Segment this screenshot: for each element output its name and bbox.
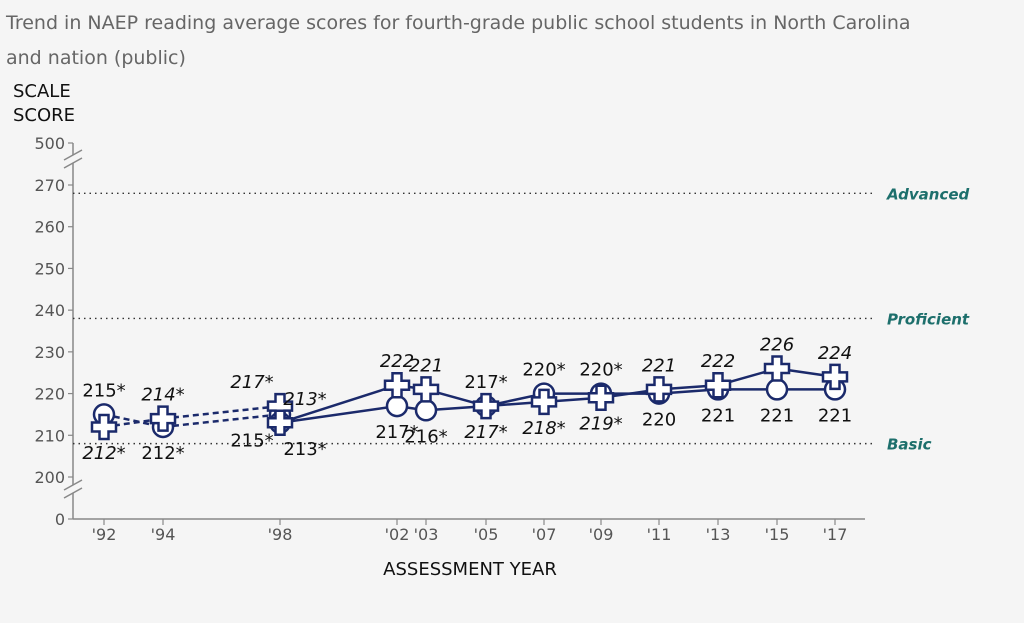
plus-point	[90, 413, 118, 441]
data-label: 226	[760, 335, 794, 356]
data-label: 220*	[579, 360, 622, 381]
x-tick-label: '09	[589, 525, 614, 544]
data-label: 217*	[230, 372, 273, 393]
data-label: 219*	[579, 414, 622, 435]
y-tick-label: 500	[34, 134, 65, 153]
data-label: 217*	[375, 422, 418, 443]
axis-break-mark	[63, 149, 83, 161]
data-label: 220	[642, 410, 676, 431]
x-tick-label: '98	[268, 525, 293, 544]
series-circle-segment	[162, 413, 281, 429]
circle-point	[414, 399, 438, 422]
plus-point	[412, 376, 440, 403]
chart-title-line1: Trend in NAEP reading average scores for…	[5, 12, 911, 34]
plus-point	[266, 409, 294, 437]
series-circle-segment	[279, 404, 398, 425]
plus-point	[149, 405, 177, 432]
x-tick-label: '94	[151, 525, 176, 544]
plus-point	[383, 371, 411, 399]
data-label: 215*	[230, 430, 273, 451]
data-label: 222	[701, 351, 735, 372]
circle-point	[385, 394, 409, 418]
achievement-level-label: Proficient	[887, 310, 970, 328]
data-label: 220*	[522, 360, 565, 381]
data-label: 212*	[82, 443, 125, 464]
data-label: 216*	[404, 426, 447, 447]
data-label: 212*	[141, 443, 184, 464]
y-tick-label: 270	[34, 176, 65, 195]
plus-point	[821, 363, 849, 391]
series-plus-segment	[279, 384, 398, 424]
y-tick-label: 240	[34, 301, 65, 320]
data-label: 221	[642, 355, 676, 376]
x-tick-label: '17	[823, 525, 848, 544]
series-plus-segment	[162, 404, 281, 420]
y-tick-label: 200	[34, 468, 65, 487]
plus-point	[587, 384, 615, 411]
achievement-level-label: Basic	[887, 436, 932, 454]
axis-break-mark	[63, 487, 83, 499]
x-tick-label: '13	[706, 525, 731, 544]
achievement-level-label: Advanced	[886, 185, 970, 203]
x-tick-label: '03	[414, 525, 439, 544]
y-axis-label-line2: SCORE	[13, 105, 75, 126]
data-label: 221	[818, 405, 852, 426]
data-label: 221	[409, 355, 443, 376]
y-axis-label-line1: SCALE	[13, 81, 71, 102]
axis-break-mark	[63, 479, 83, 491]
x-tick-label: '02	[385, 525, 410, 544]
y-tick-label: 230	[34, 343, 65, 362]
x-tick-label: '11	[647, 525, 672, 544]
x-axis-label: ASSESSMENT YEAR	[383, 559, 557, 580]
data-label: 218*	[522, 418, 565, 439]
y-tick-label: 260	[34, 218, 65, 237]
plus-point	[763, 355, 791, 382]
data-label: 213*	[283, 439, 326, 460]
y-tick-label: 210	[34, 426, 65, 445]
data-label: 217*	[464, 372, 507, 393]
x-tick-label: '15	[765, 525, 790, 544]
plus-point	[645, 376, 673, 403]
data-label: 213*	[283, 389, 326, 410]
data-label: 222	[380, 351, 414, 372]
data-label: 221	[701, 405, 735, 426]
y-tick-label: 220	[34, 385, 65, 404]
axis-break-mark	[63, 157, 83, 169]
data-label: 214*	[141, 385, 184, 406]
plus-point	[704, 371, 732, 399]
data-label: 221	[760, 405, 794, 426]
data-label: 217*	[464, 422, 507, 443]
x-tick-label: '07	[532, 525, 557, 544]
plus-point	[530, 388, 558, 416]
data-label: 215*	[82, 380, 125, 401]
y-tick-label: 250	[34, 259, 65, 278]
chart-title-line2: and nation (public)	[6, 47, 186, 69]
y-tick-label: 0	[55, 510, 65, 529]
plus-point	[472, 392, 500, 420]
x-tick-label: '05	[474, 525, 499, 544]
data-label: 224	[818, 343, 852, 364]
circle-point	[765, 378, 789, 401]
x-tick-label: '92	[92, 525, 117, 544]
